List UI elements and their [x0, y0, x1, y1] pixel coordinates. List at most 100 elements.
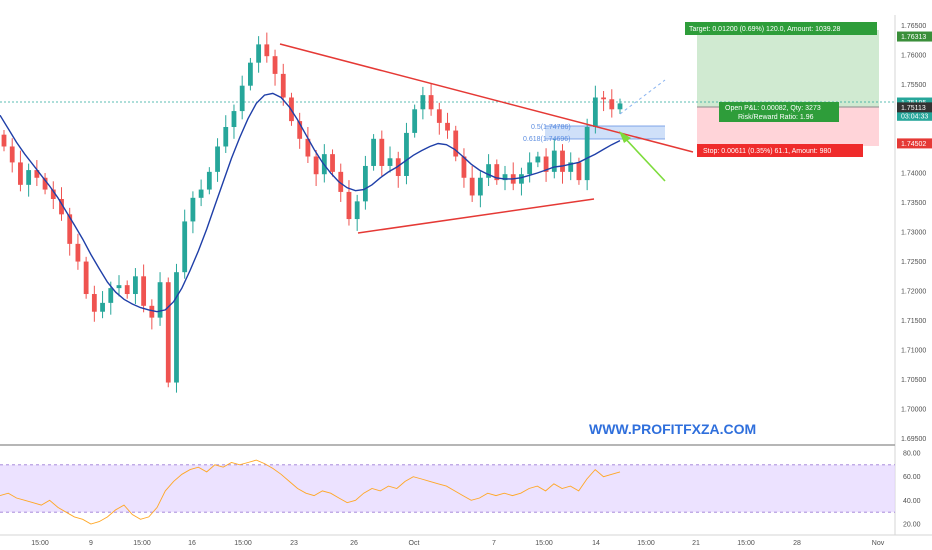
time-tick-label: 15:00	[133, 540, 151, 547]
price-tick-label: 1.71000	[901, 348, 926, 355]
candle-body	[354, 201, 360, 220]
candle-body	[535, 156, 541, 163]
rsi-tick-label: 40.00	[903, 498, 921, 505]
candle-body	[280, 73, 286, 98]
rsi-band	[0, 464, 895, 513]
price-badge-label: 1.74502	[901, 141, 926, 148]
candle-body	[83, 261, 89, 295]
price-tick-label: 1.70000	[901, 407, 926, 414]
candle-body	[157, 282, 163, 318]
price-tick-label: 1.71500	[901, 318, 926, 325]
candle-body	[42, 177, 48, 190]
price-tick-label: 1.72500	[901, 259, 926, 266]
price-badge	[897, 110, 932, 121]
candle-body	[18, 162, 23, 185]
candle-body	[91, 294, 97, 312]
candle-body	[305, 138, 311, 157]
candle-body	[26, 170, 32, 185]
candle-body	[116, 285, 122, 289]
candle-body	[174, 272, 179, 383]
candle-body	[412, 109, 418, 133]
candle-body	[190, 197, 196, 222]
candle-body	[543, 156, 549, 172]
lower-trendline	[357, 198, 595, 234]
candle-body	[67, 214, 73, 244]
time-tick-label: 16	[188, 540, 196, 547]
price-axis-ticks: 1.765001.760001.755001.750001.745001.740…	[901, 23, 926, 443]
time-tick-label: 15:00	[637, 540, 655, 547]
pullback-arrow-head	[619, 131, 631, 143]
price-badge-label: 1.75113	[901, 105, 926, 112]
candle-body	[617, 103, 623, 110]
candle-body	[313, 156, 319, 175]
candle-body	[165, 282, 171, 383]
price-badge-label: 03:04:33	[901, 113, 928, 120]
candle-body	[584, 127, 590, 181]
price-badge-label: 1.76313	[901, 34, 926, 41]
rsi-tick-label: 20.00	[903, 522, 921, 529]
candle-body	[502, 174, 508, 181]
fib-zone	[545, 126, 665, 139]
open-pl-label: Open P&L: 0.00082, Qty: 3273	[725, 105, 821, 112]
candle-body	[453, 130, 459, 157]
candle-body	[206, 171, 212, 190]
candle-body	[9, 146, 15, 163]
candle-body	[256, 44, 262, 63]
price-tick-label: 1.73500	[901, 200, 926, 207]
candle-body	[248, 62, 253, 86]
candle-body	[494, 164, 500, 181]
candle-body	[198, 189, 204, 198]
time-tick-label: Nov	[872, 540, 885, 547]
time-tick-label: 23	[290, 540, 298, 547]
target-label: Target: 0.01200 (0.69%) 120.0, Amount: 1…	[689, 26, 840, 33]
candle-body	[428, 95, 434, 110]
rsi-tick-label: 80.00	[903, 451, 921, 458]
time-tick-label: 14	[592, 540, 600, 547]
open-pl-box	[719, 102, 839, 122]
price-tick-label: 1.72000	[901, 289, 926, 296]
candle-body	[469, 177, 475, 196]
stop-label-box	[697, 144, 863, 157]
candle-body	[297, 121, 303, 139]
watermark-text: WWW.PROFITFXZA.COM	[589, 421, 756, 437]
risk-reward-label: Risk/Reward Ratio: 1.96	[738, 114, 814, 121]
candle-body	[395, 158, 401, 176]
time-tick-label: 28	[793, 540, 801, 547]
rsi-axis-ticks: 80.00 60.00 40.00 20.00	[903, 451, 921, 529]
time-tick-label: 15:00	[31, 540, 49, 547]
target-label-box	[685, 22, 877, 35]
candle-body	[141, 276, 147, 306]
candle-body	[59, 199, 64, 215]
candle-body	[404, 132, 409, 176]
stop-label: Stop: 0.00611 (0.35%) 61.1, Amount: 980	[703, 148, 831, 155]
candle-body	[124, 285, 130, 295]
price-tick-label: 1.74000	[901, 171, 926, 178]
price-tick-label: 1.70500	[901, 377, 926, 384]
price-tick-label: 1.73000	[901, 230, 926, 237]
candle-body	[231, 111, 237, 128]
time-tick-label: 15:00	[234, 540, 252, 547]
price-tick-label: 1.76000	[901, 53, 926, 60]
candle-body	[338, 171, 344, 192]
candle-body	[420, 95, 426, 110]
candle-body	[387, 158, 393, 166]
candle-body	[609, 99, 615, 110]
candle-body	[330, 154, 335, 172]
candle-body	[100, 302, 105, 312]
candle-body	[592, 97, 598, 128]
candle-body	[461, 156, 467, 178]
time-tick-label: 26	[350, 540, 358, 547]
target-zone	[697, 30, 879, 107]
candle-body	[436, 109, 442, 123]
candle-body	[239, 85, 245, 112]
candle-body	[108, 288, 114, 303]
time-tick-label: 15:00	[535, 540, 553, 547]
time-tick-label: 21	[692, 540, 700, 547]
time-axis-ticks: 15:00 9 15:00 16 15:00 23 26 Oct 7 15:00 14 15:00 21…	[31, 540, 884, 547]
candle-body	[34, 170, 40, 178]
pullback-arrow-shaft	[621, 134, 666, 182]
moving-average-line	[0, 92, 621, 313]
fib-05-label: 0.5(1.74786)	[531, 124, 571, 131]
